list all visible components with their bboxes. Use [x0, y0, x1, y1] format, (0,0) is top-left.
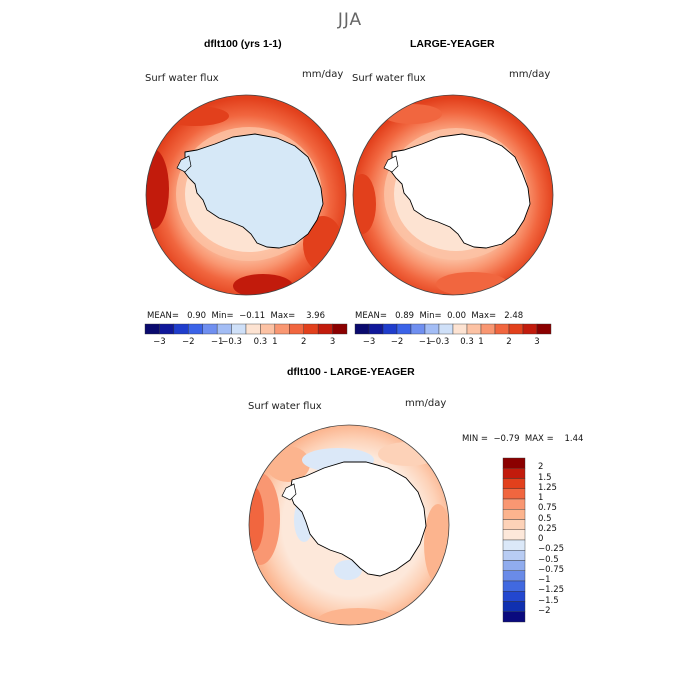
left-map-dark-patch: [146, 149, 169, 229]
colorbar-diff-swatch: [502, 539, 526, 551]
colorbar-tick-label: 0.3: [253, 337, 268, 347]
colorbar-swatch: [245, 323, 261, 335]
colorbar-tick-label: 0.3: [460, 337, 474, 347]
panel-left-stats: MEAN= 0.90 Min= −0.11 Max= 3.96: [147, 311, 325, 321]
colorbar-diff-level-label: −2: [538, 605, 551, 616]
panel-right-variable: Surf water flux: [352, 73, 426, 84]
colorbar-diff-swatch: [502, 529, 526, 541]
colorbar-swatch: [536, 323, 552, 335]
colorbar-swatch: [396, 323, 412, 335]
colorbar-swatch: [289, 323, 304, 335]
colorbar-swatch: [424, 323, 440, 335]
colorbar-tick-label: −1: [418, 337, 432, 347]
colorbar-diff-level-label: 0: [538, 534, 544, 544]
colorbar-diff-swatch: [502, 580, 526, 592]
panel-right-title: LARGE-YEAGER: [410, 38, 495, 50]
antarctica-left: [182, 133, 324, 249]
panel-left-title: dflt100 (yrs 1-1): [204, 38, 282, 50]
colorbar-tick-label: 3: [534, 337, 540, 347]
colorbar-right: [354, 323, 552, 335]
colorbar-swatch: [452, 323, 468, 335]
colorbar-tick-label: 1: [478, 337, 484, 347]
panel-right-map: [352, 94, 554, 296]
colorbar-swatch: [332, 323, 348, 335]
colorbar-diff-level-label: −0.25: [538, 544, 565, 555]
colorbar-swatch: [188, 323, 203, 335]
antarctica-diff: [289, 461, 427, 577]
diff-panel-range: MIN = −0.79 MAX = 1.44: [462, 434, 584, 444]
colorbar-diff-level-label: 0.75: [538, 503, 557, 514]
colorbar-swatch: [144, 323, 160, 335]
panel-left-variable: Surf water flux: [145, 73, 219, 84]
colorbar-diff-level-label: 1: [538, 493, 544, 503]
colorbar-swatch: [522, 323, 538, 335]
colorbar-tick-label: −0.3: [221, 337, 242, 347]
colorbar-tick-label: −3: [362, 337, 376, 347]
colorbar-diff-level-label: 1.25: [538, 482, 557, 493]
panel-right-stats: MEAN= 0.89 Min= 0.00 Max= 2.48: [355, 311, 524, 321]
colorbar-tick-label: 2: [300, 337, 307, 347]
colorbar-tick-label: −0.3: [428, 337, 450, 347]
colorbar-swatch: [317, 323, 333, 335]
colorbar-diff-level-label: −1.5: [538, 595, 559, 606]
colorbar-swatch: [508, 323, 524, 335]
colorbar-diff-swatch: [502, 457, 526, 469]
colorbar-swatch: [354, 323, 370, 335]
colorbar-swatch: [202, 323, 218, 335]
colorbar-diff-swatch: [502, 601, 526, 612]
panel-left-map: [145, 94, 347, 296]
colorbar-tick-label: 1: [272, 337, 278, 347]
colorbar-swatch: [274, 323, 290, 335]
colorbar-swatch: [494, 323, 510, 335]
colorbar-swatch: [480, 323, 496, 335]
colorbar-diff-level-label: −0.5: [538, 554, 559, 565]
colorbar-diff-swatch: [502, 519, 526, 530]
colorbar-swatch: [173, 323, 189, 335]
colorbar-diff-swatch: [502, 488, 526, 500]
colorbar-diff-swatch: [502, 509, 526, 520]
colorbar-diff-level-label: −1: [538, 575, 551, 585]
colorbar-diff-swatch: [502, 570, 526, 582]
colorbar-swatch: [231, 323, 247, 335]
colorbar-diff-swatch: [502, 560, 526, 571]
panel-right-units: mm/day: [509, 69, 551, 80]
season-title: JJA: [337, 10, 363, 30]
diff-panel-units: mm/day: [405, 398, 447, 409]
colorbar-left: [144, 323, 348, 335]
colorbar-diff-swatch: [502, 550, 526, 561]
colorbar-tick-label: −1: [210, 337, 224, 347]
colorbar-tick-label: −3: [153, 337, 166, 347]
panel-left-units: mm/day: [302, 69, 344, 80]
colorbar-tick-label: 3: [329, 337, 336, 347]
colorbar-swatch: [303, 323, 319, 335]
colorbar-diff-swatch: [502, 468, 526, 479]
diff-panel-variable: Surf water flux: [248, 401, 322, 412]
colorbar-swatch: [159, 323, 175, 335]
colorbar-diff: [502, 457, 526, 623]
left-map-dark-patch: [233, 274, 293, 295]
diff-panel-map: [248, 424, 450, 626]
colorbar-tick-label: −2: [390, 337, 404, 347]
colorbar-diff-swatch: [502, 478, 526, 489]
colorbar-diff-level-label: −1.25: [538, 585, 565, 596]
colorbar-swatch: [382, 323, 398, 335]
colorbar-diff-level-label: 1.5: [538, 472, 552, 483]
colorbar-tick-label: −2: [182, 337, 195, 347]
colorbar-swatch: [216, 323, 232, 335]
colorbar-swatch: [410, 323, 426, 335]
diff-panel-title: dflt100 - LARGE-YEAGER: [287, 366, 415, 378]
colorbar-swatch: [466, 323, 482, 335]
colorbar-swatch: [368, 323, 384, 335]
antarctica-right: [389, 133, 531, 249]
colorbar-diff-level-label: −0.75: [538, 564, 565, 575]
colorbar-swatch: [438, 323, 454, 335]
colorbar-diff-swatch: [502, 611, 526, 623]
colorbar-diff-level-label: 2: [538, 462, 544, 473]
colorbar-diff-level-label: 0.25: [538, 523, 557, 534]
colorbar-diff-swatch: [502, 498, 526, 510]
colorbar-diff-swatch: [502, 591, 526, 602]
colorbar-diff-level-label: 0.5: [538, 513, 552, 524]
colorbar-tick-label: 2: [506, 337, 512, 347]
colorbar-swatch: [260, 323, 276, 335]
